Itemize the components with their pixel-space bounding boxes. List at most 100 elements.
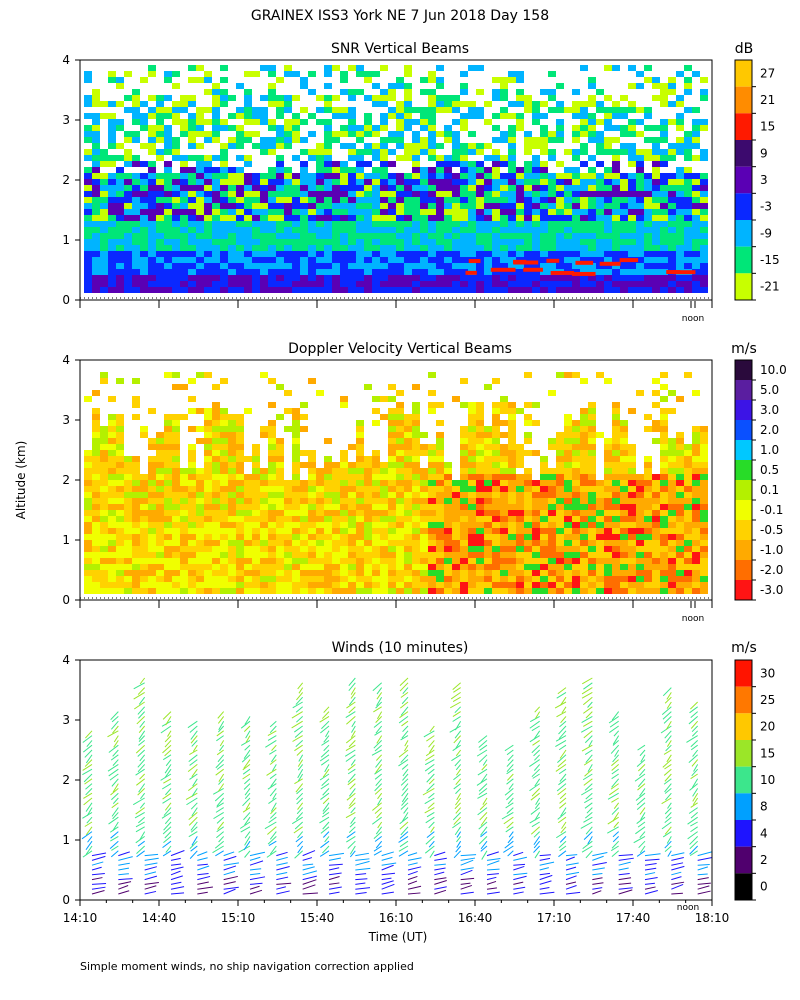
snr-cell: [508, 143, 516, 149]
doppler-cell: [276, 504, 284, 510]
doppler-cell: [204, 540, 212, 546]
doppler-cell: [404, 498, 412, 504]
snr-cell: [428, 185, 436, 191]
wind-barb: [112, 812, 119, 820]
snr-cell: [172, 191, 180, 197]
snr-cell: [244, 227, 252, 233]
doppler-cell: [604, 492, 612, 498]
wind-barb: [243, 812, 251, 821]
doppler-cell: [684, 582, 692, 588]
snr-cell: [148, 95, 156, 101]
snr-cell: [484, 197, 492, 203]
doppler-cell: [420, 552, 428, 558]
doppler-cell: [180, 558, 188, 564]
snr-cell: [252, 209, 260, 215]
doppler-cell: [140, 474, 148, 480]
snr-cell: [268, 275, 276, 281]
doppler-cell: [268, 450, 276, 456]
snr-cell: [444, 221, 452, 227]
snr-cell: [316, 227, 324, 233]
snr-cell: [412, 257, 420, 263]
snr-cell: [636, 107, 644, 113]
doppler-cell: [372, 582, 380, 588]
snr-cell: [628, 83, 636, 89]
snr-cell: [268, 101, 276, 107]
snr-cell: [324, 281, 332, 287]
snr-cell: [172, 101, 180, 107]
doppler-cell: [684, 528, 692, 534]
snr-cell: [660, 197, 668, 203]
snr-cell: [108, 251, 116, 257]
doppler-cell: [276, 564, 284, 570]
snr-cell: [524, 227, 532, 233]
doppler-cell: [300, 552, 308, 558]
snr-cell: [100, 209, 108, 215]
doppler-cell: [228, 546, 236, 552]
snr-cell: [468, 209, 476, 215]
snr-cell: [340, 269, 348, 275]
snr-cell: [612, 125, 620, 131]
snr-cell: [276, 167, 284, 173]
snr-cell: [524, 149, 532, 155]
doppler-cell: [660, 546, 668, 552]
doppler-cell: [284, 522, 292, 528]
doppler-cell: [188, 588, 196, 594]
snr-cell: [132, 227, 140, 233]
snr-cell: [108, 275, 116, 281]
snr-cell: [500, 209, 508, 215]
snr-cell: [220, 197, 228, 203]
snr-cell: [596, 173, 604, 179]
snr-cell: [228, 173, 236, 179]
doppler-cell: [156, 492, 164, 498]
colorbar-label: -1.0: [760, 543, 783, 557]
snr-cell: [348, 125, 356, 131]
doppler-cell: [164, 540, 172, 546]
doppler-cell: [308, 492, 316, 498]
snr-cell: [644, 125, 652, 131]
doppler-cell: [220, 570, 228, 576]
doppler-cell: [532, 420, 540, 426]
doppler-cell: [516, 564, 524, 570]
wind-barb: [271, 744, 277, 751]
doppler-cell: [220, 468, 228, 474]
snr-cell: [108, 197, 116, 203]
doppler-cell: [468, 546, 476, 552]
snr-cell: [452, 119, 460, 125]
doppler-cell: [484, 588, 492, 594]
snr-cell: [476, 233, 484, 239]
snr-cell: [84, 113, 92, 119]
wind-barb: [322, 788, 330, 796]
doppler-cell: [652, 390, 660, 396]
doppler-cell: [580, 534, 588, 540]
snr-cell: [116, 215, 124, 221]
snr-cell: [484, 227, 492, 233]
snr-cell: [548, 287, 556, 293]
doppler-cell: [476, 558, 484, 564]
snr-cell: [620, 143, 628, 149]
doppler-cell: [572, 552, 580, 558]
snr-cell: [212, 185, 220, 191]
snr-cell: [444, 239, 452, 245]
snr-cell: [164, 179, 172, 185]
snr-cell: [108, 137, 116, 143]
snr-cell: [620, 221, 628, 227]
doppler-cell: [500, 552, 508, 558]
doppler-cell: [380, 486, 388, 492]
doppler-cell: [620, 456, 628, 462]
snr-cell: [188, 239, 196, 245]
wind-barb: [109, 826, 119, 833]
doppler-cell: [260, 432, 268, 438]
doppler-cell: [180, 576, 188, 582]
wind-barb: [144, 875, 158, 881]
wind-barb: [197, 875, 211, 881]
snr-cell: [588, 239, 596, 245]
doppler-cell: [524, 576, 532, 582]
doppler-cell: [124, 546, 132, 552]
doppler-cell: [388, 462, 396, 468]
snr-cell: [172, 185, 180, 191]
snr-cell: [116, 209, 124, 215]
snr-cell: [644, 275, 652, 281]
wind-barb: [276, 882, 292, 885]
doppler-cell: [660, 462, 668, 468]
doppler-cell: [684, 474, 692, 480]
